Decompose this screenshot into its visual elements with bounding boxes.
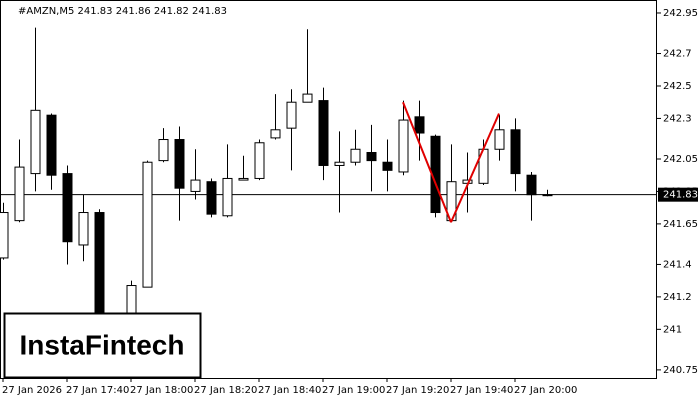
y-tick-label: 242.05 (663, 154, 698, 165)
y-tick-label: 242.7 (663, 49, 692, 60)
chart-title: #AMZN,M5 241.83 241.86 241.82 241.83 (18, 6, 227, 17)
last-price-label: 241.83 (663, 190, 698, 201)
x-tick-label: 27 Jan 18:00 (130, 385, 193, 396)
candle-body (46, 114, 57, 176)
x-tick-label: 27 Jan 17:40 (66, 385, 129, 396)
candle-body (398, 119, 409, 173)
candle-body (206, 181, 217, 215)
y-tick-label: 241.65 (663, 219, 698, 230)
x-tick-label: 27 Jan 20:00 (514, 385, 577, 396)
candle-body (30, 109, 41, 175)
y-tick-label: 240.75 (663, 365, 698, 376)
candle-body (270, 129, 281, 139)
candle-body (0, 212, 9, 259)
candle-body (526, 174, 537, 196)
pattern-line (402, 101, 452, 223)
candle-body (190, 179, 201, 192)
logo: InstaFintech (20, 329, 185, 360)
candle-body (238, 177, 249, 181)
candle-body (78, 212, 89, 246)
candle-body (62, 173, 73, 243)
candle-body (254, 142, 265, 179)
x-tick-label: 27 Jan 18:20 (194, 385, 257, 396)
candle-body (542, 194, 553, 197)
y-tick-label: 242.5 (663, 81, 692, 92)
x-tick-label: 27 Jan 19:00 (322, 385, 385, 396)
y-tick-label: 241.4 (663, 259, 692, 270)
candle-body (382, 161, 393, 171)
candle-body (302, 93, 313, 103)
candle-body (142, 161, 153, 288)
candle-body (174, 139, 185, 189)
candle-body (286, 101, 297, 129)
candle-body (334, 161, 345, 166)
candle-body (158, 139, 169, 162)
candle-body (414, 116, 425, 134)
candle-body (222, 177, 233, 217)
x-tick-label: 27 Jan 18:40 (258, 385, 321, 396)
candle-body (14, 166, 25, 222)
candle-body (510, 129, 521, 175)
candle-body (494, 129, 505, 150)
y-tick-label: 241 (663, 324, 682, 335)
x-tick-label: 27 Jan 2026 (2, 385, 62, 396)
pattern-line (450, 113, 500, 223)
candle-body (318, 100, 329, 166)
logo-box (3, 312, 202, 379)
y-tick-label: 241.2 (663, 292, 692, 303)
x-tick-label: 27 Jan 19:40 (450, 385, 513, 396)
last-price-box (658, 187, 698, 202)
candle-body (350, 148, 361, 163)
y-tick-label: 242.3 (663, 113, 692, 124)
x-tick-label: 27 Jan 19:20 (386, 385, 449, 396)
y-tick-label: 242.95 (663, 8, 698, 19)
candle-body (366, 151, 377, 162)
